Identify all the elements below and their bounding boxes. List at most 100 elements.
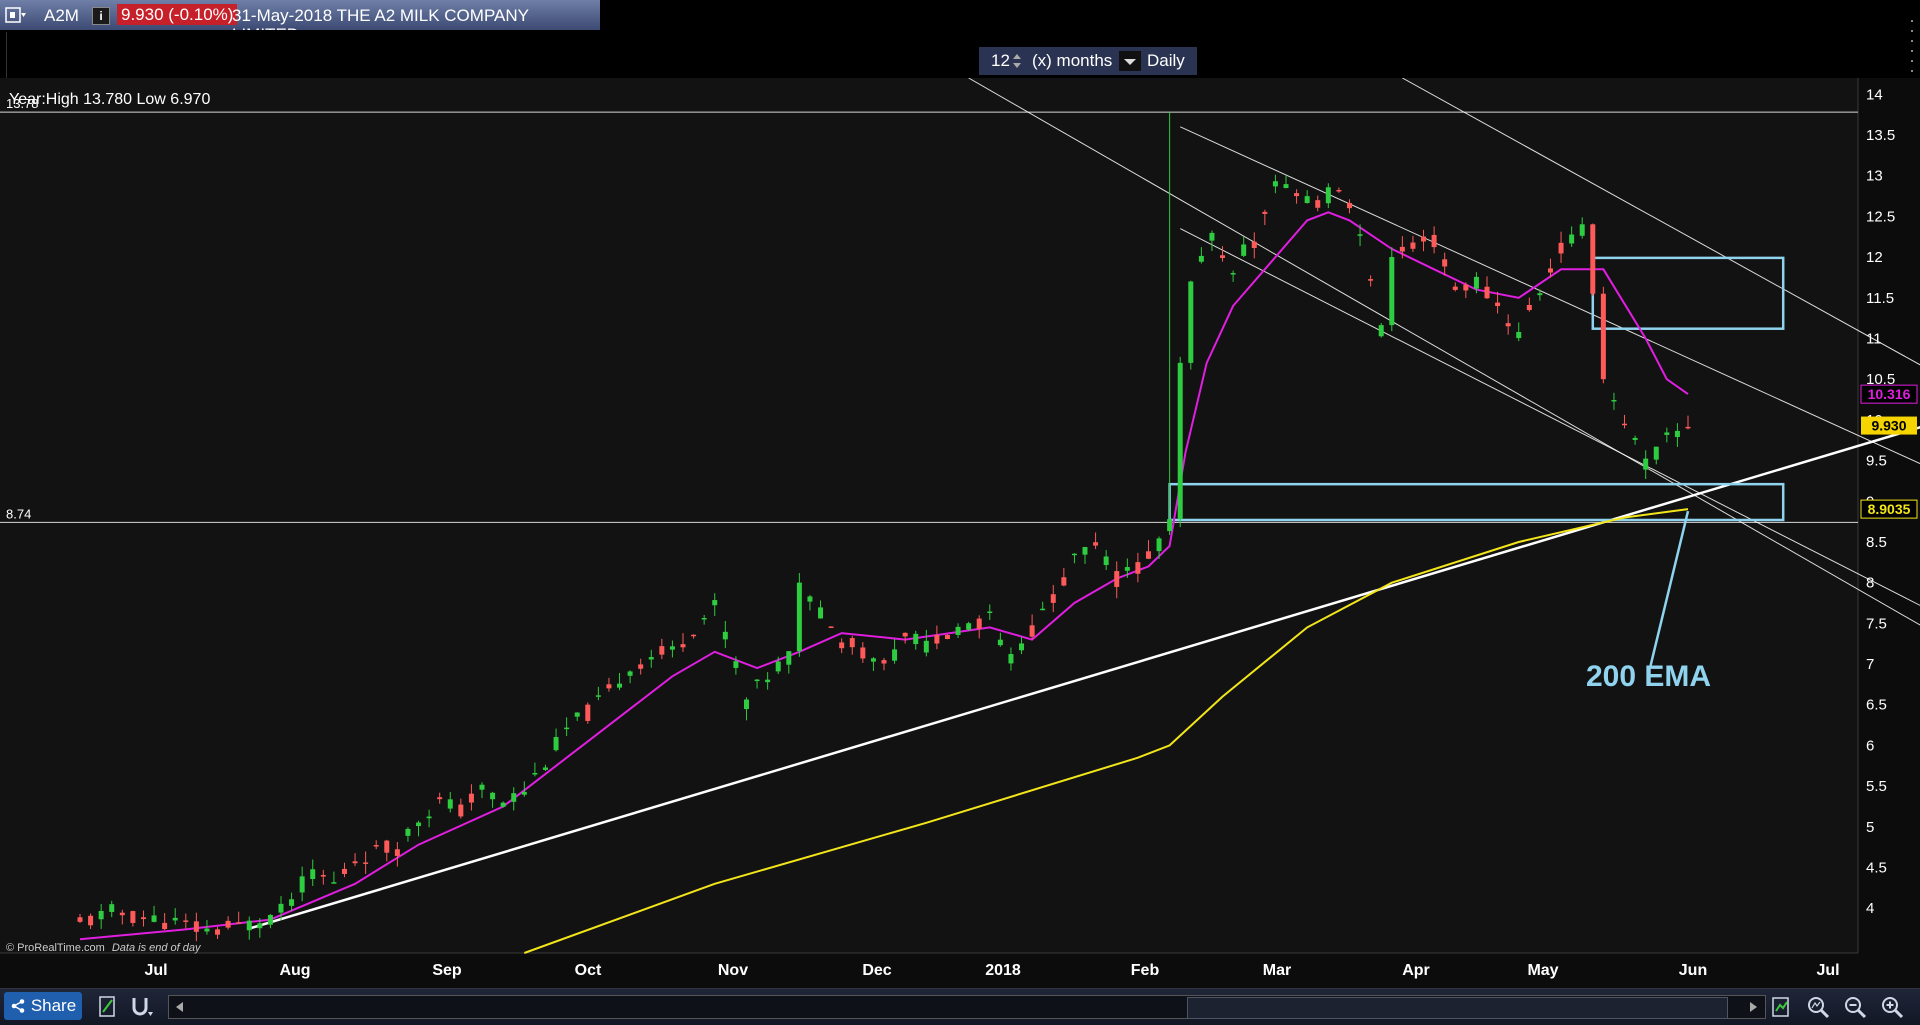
price-marker-box xyxy=(1860,384,1918,404)
scroll-thumb[interactable] xyxy=(1187,997,1728,1019)
candle-body xyxy=(1272,181,1278,187)
candle-body xyxy=(1368,279,1374,281)
candle-body xyxy=(1611,399,1617,402)
candle-body xyxy=(934,634,940,644)
candle-body xyxy=(1622,423,1628,426)
candle-body xyxy=(1093,542,1099,546)
zoom-out-icon[interactable] xyxy=(1842,994,1868,1020)
symbol-box[interactable]: A2M i 9.930 (-0.10%) 31-May-2018 THE A2 … xyxy=(0,0,600,44)
ema-short-line[interactable] xyxy=(79,211,1689,941)
candle-body xyxy=(786,651,792,665)
price-axis-background xyxy=(1858,78,1920,988)
price-chart[interactable]: 13.788.74 44.555.566.577.588.599.51010.5… xyxy=(0,78,1920,988)
y-tick-label: 6.5 xyxy=(1866,697,1887,714)
scroll-left-icon[interactable] xyxy=(172,999,188,1015)
candle-body xyxy=(987,611,993,614)
candle-body xyxy=(712,600,718,606)
price-marker-box xyxy=(1861,416,1917,435)
candle-body xyxy=(1590,224,1596,294)
spinner-arrows-icon[interactable] xyxy=(1012,51,1022,71)
candle-body xyxy=(215,929,221,935)
y-tick-label: 7.5 xyxy=(1866,615,1887,632)
far-upper-line[interactable] xyxy=(968,78,1920,631)
channel-lower-line[interactable] xyxy=(1179,228,1920,612)
candle-body xyxy=(246,920,252,931)
candle-body xyxy=(1220,255,1226,259)
candle-body xyxy=(1082,547,1088,555)
candle-body xyxy=(278,903,284,913)
candle-body xyxy=(553,737,559,751)
chart-window-icon[interactable] xyxy=(5,5,27,25)
chevron-down-icon[interactable] xyxy=(1119,51,1141,71)
candle-body xyxy=(1378,325,1384,337)
candle-body xyxy=(193,921,199,932)
candle-body xyxy=(1315,200,1321,208)
candle-body xyxy=(1230,273,1236,275)
candle-body xyxy=(320,874,326,877)
price-marker-label: 8.9035 xyxy=(1868,501,1911,517)
candle-body xyxy=(289,899,295,906)
candle-body xyxy=(1569,234,1575,244)
price-change-badge: 9.930 (-0.10%) xyxy=(117,4,238,25)
frequency-selector[interactable]: Daily xyxy=(1147,51,1185,70)
candle-body xyxy=(183,920,189,922)
resize-grip-icon[interactable] xyxy=(1904,0,1920,90)
y-tick-label: 12.5 xyxy=(1866,208,1895,225)
ema-200-annotation[interactable]: 200 EMA xyxy=(1586,660,1711,693)
chart-canvas[interactable]: 13.788.74 44.555.566.577.588.599.51010.5… xyxy=(0,78,1920,988)
candle-body xyxy=(997,639,1003,646)
candle-body xyxy=(151,915,157,922)
candle-body xyxy=(257,923,263,929)
info-icon[interactable]: i xyxy=(92,7,110,25)
x-tick-label: 2018 xyxy=(985,962,1021,979)
candle-body xyxy=(119,912,125,916)
candle-body xyxy=(944,635,950,640)
magnet-tool-icon[interactable] xyxy=(128,994,154,1020)
candle-body xyxy=(892,649,898,661)
candle-body xyxy=(828,626,834,628)
channel-upper-line[interactable] xyxy=(1180,126,1920,469)
rising-support-trendline[interactable] xyxy=(248,424,1920,930)
zoom-area-icon[interactable] xyxy=(1805,994,1831,1020)
candle-body xyxy=(881,660,887,664)
candle-body xyxy=(870,658,876,662)
candle-body xyxy=(564,727,570,730)
time-axis-background xyxy=(0,953,1920,988)
zoom-in-icon[interactable] xyxy=(1879,994,1905,1020)
title-bar: A2M i 9.930 (-0.10%) 31-May-2018 THE A2 … xyxy=(0,0,1920,44)
horizontal-scrollbar[interactable] xyxy=(168,995,1766,1019)
candle-body xyxy=(1336,190,1342,192)
share-button[interactable]: Share xyxy=(4,992,82,1020)
candle-body xyxy=(1167,519,1173,532)
candle-body xyxy=(310,869,316,880)
outer-upper-line[interactable] xyxy=(1402,78,1920,371)
candle-body xyxy=(140,917,146,920)
ema-200-line[interactable] xyxy=(523,508,1689,954)
candle-body xyxy=(1103,556,1109,566)
candle-body xyxy=(1632,437,1638,440)
candle-body xyxy=(1600,293,1606,380)
candle-body xyxy=(331,882,337,884)
candle-body xyxy=(743,699,749,710)
price-marker-box xyxy=(1860,499,1918,519)
candle-body xyxy=(585,704,591,721)
chart-settings-icon[interactable] xyxy=(1768,994,1794,1020)
candle-body xyxy=(955,626,961,635)
y-tick-label: 10.5 xyxy=(1866,371,1895,388)
x-tick-label: Apr xyxy=(1402,962,1430,979)
scroll-right-icon[interactable] xyxy=(1745,999,1761,1015)
candle-body xyxy=(923,640,929,653)
period-count-input[interactable]: 12 xyxy=(991,51,1010,70)
bottom-toolbar: Share xyxy=(0,988,1920,1025)
candle-body xyxy=(1558,242,1564,254)
candle-body xyxy=(1484,286,1490,299)
x-tick-label: Aug xyxy=(279,962,310,979)
candle-body xyxy=(1431,234,1437,248)
symbol-name[interactable]: A2M xyxy=(44,6,79,25)
candle-body xyxy=(1653,446,1659,460)
candle-body xyxy=(1325,187,1331,204)
candlesticks[interactable] xyxy=(77,112,1691,942)
candle-body xyxy=(775,661,781,672)
drawing-tools-icon[interactable] xyxy=(96,994,122,1020)
y-tick-label: 4 xyxy=(1866,900,1874,917)
